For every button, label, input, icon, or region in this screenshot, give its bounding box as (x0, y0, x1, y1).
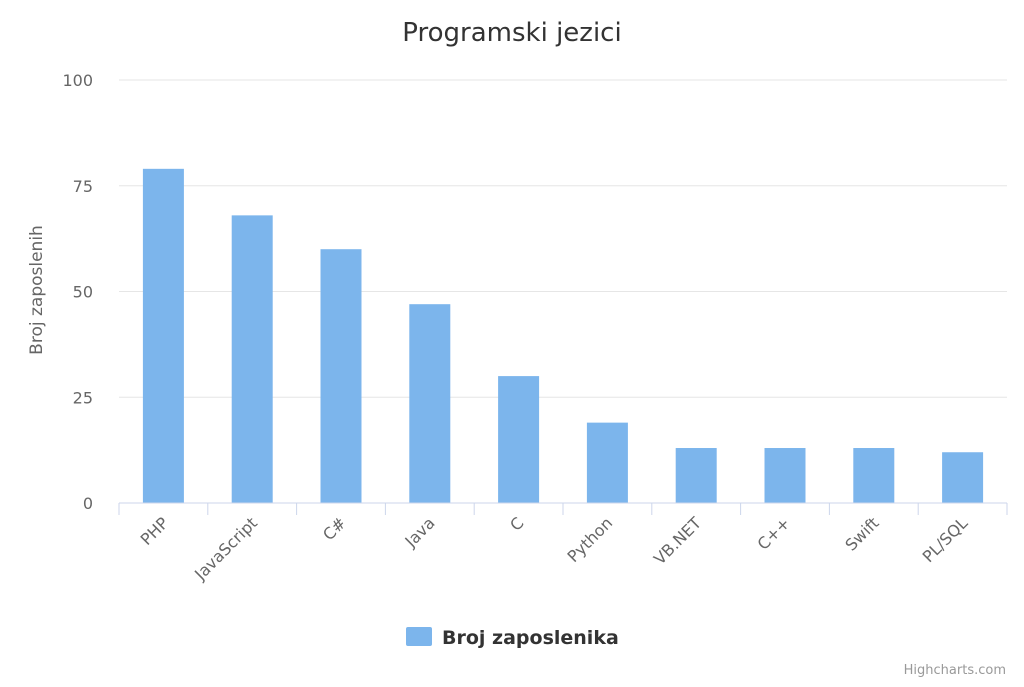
x-tick-label: PL/SQL (919, 513, 972, 566)
bar[interactable] (320, 249, 362, 503)
bar[interactable] (409, 304, 451, 503)
x-tick-label: JavaScript (190, 513, 261, 584)
x-axis-ticks: PHP JavaScript C# Java C Python VB.NET C++ Swift… (137, 513, 972, 584)
x-tick-label: C# (319, 513, 350, 544)
legend-item-label[interactable]: Broj zaposlenika (442, 627, 619, 649)
y-tick-label: 50 (73, 283, 93, 302)
x-tick-label: C (506, 513, 527, 534)
y-tick-label: 100 (62, 71, 93, 90)
bar[interactable] (231, 215, 273, 504)
y-axis-title: Broj zaposlenih (27, 225, 47, 355)
bar[interactable] (142, 168, 184, 503)
legend[interactable]: Broj zaposlenika (406, 627, 619, 649)
x-tick-label: Java (401, 513, 439, 551)
x-tick-label: PHP (137, 513, 173, 549)
y-tick-label: 0 (83, 494, 93, 513)
x-tick-label: Swift (841, 513, 882, 554)
x-tick-label: Python (564, 513, 617, 566)
x-tick-label: VB.NET (650, 513, 705, 568)
bar[interactable] (675, 448, 717, 503)
bars (142, 168, 984, 504)
credits-link[interactable]: Highcharts.com (904, 663, 1006, 678)
chart-title: Programski jezici (402, 18, 621, 48)
x-axis (118, 502, 1008, 515)
bar[interactable] (586, 422, 628, 503)
y-axis-ticks: 0 25 50 75 100 (62, 71, 93, 513)
y-tick-label: 25 (73, 388, 93, 407)
bar[interactable] (498, 376, 540, 503)
x-tick-label: C++ (754, 513, 794, 553)
bar[interactable] (942, 452, 984, 503)
y-tick-label: 75 (73, 177, 93, 196)
bar[interactable] (764, 448, 806, 503)
bar[interactable] (853, 448, 895, 503)
legend-swatch[interactable] (406, 627, 432, 646)
